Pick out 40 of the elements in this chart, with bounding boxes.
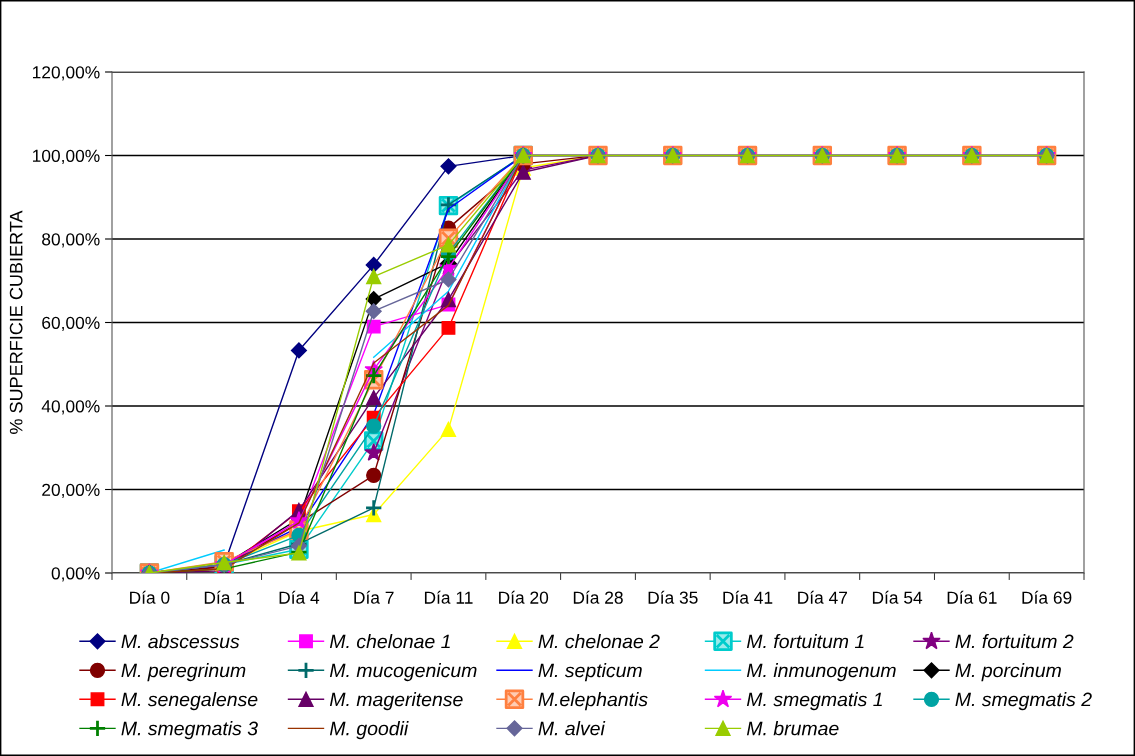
- x-tick-label: Día 20: [499, 590, 549, 604]
- x-tick-label: Día 61: [947, 590, 997, 604]
- x-tick-label: Día 54: [872, 590, 923, 604]
- legend-label: M. smegmatis 3: [121, 721, 258, 740]
- y-tick-label: 60,00%: [42, 316, 100, 332]
- legend-label: M. smegmatis 1: [746, 692, 882, 711]
- x-tick-label: Día 0: [130, 590, 170, 604]
- legend-label: M. brumae: [746, 721, 839, 736]
- legend-label: M. mucogenicum: [329, 663, 477, 682]
- y-tick-label: 120,00%: [32, 66, 100, 81]
- legend-label: M. abscessus: [121, 634, 240, 649]
- legend-label: M. porcinum: [955, 663, 1061, 682]
- x-tick-label: Día 4: [279, 590, 320, 604]
- legend-label: M. mageritense: [329, 692, 463, 711]
- legend-label: M. fortuitum 2: [955, 634, 1074, 649]
- y-axis-title: % SUPERFICIE CUBIERTA: [9, 210, 23, 434]
- legend-label: M.elephantis: [538, 692, 648, 711]
- legend-label: M. alvei: [538, 721, 606, 736]
- y-tick-label: 100,00%: [32, 149, 100, 165]
- legend-label: M. chelonae 2: [538, 634, 660, 649]
- y-tick-label: 20,00%: [42, 483, 100, 499]
- y-tick-label: 80,00%: [42, 233, 100, 248]
- legend-label: M. inmunogenum: [746, 663, 896, 682]
- legend-label: M. fortuitum 1: [746, 634, 864, 649]
- x-tick-label: Día 41: [723, 590, 773, 604]
- legend-label: M. septicum: [538, 663, 642, 682]
- x-tick-label: Día 35: [648, 590, 698, 604]
- x-tick-label: Día 47: [798, 590, 848, 604]
- x-tick-label: Día 1: [204, 590, 245, 604]
- legend-label: M. smegmatis 2: [955, 692, 1092, 711]
- legend-label: M. peregrinum: [121, 663, 246, 682]
- x-tick-label: Día 69: [1022, 590, 1072, 604]
- y-tick-label: 0,00%: [51, 567, 100, 582]
- y-tick-label: 40,00%: [41, 400, 100, 415]
- legend-label: M. senegalense: [121, 692, 258, 711]
- x-tick-label: Día 28: [573, 590, 623, 604]
- legend-label: M. goodii: [329, 721, 409, 740]
- x-tick-label: Día 11: [424, 590, 473, 604]
- legend-label: M. chelonae 1: [329, 634, 450, 649]
- x-tick-label: Día 7: [354, 590, 394, 604]
